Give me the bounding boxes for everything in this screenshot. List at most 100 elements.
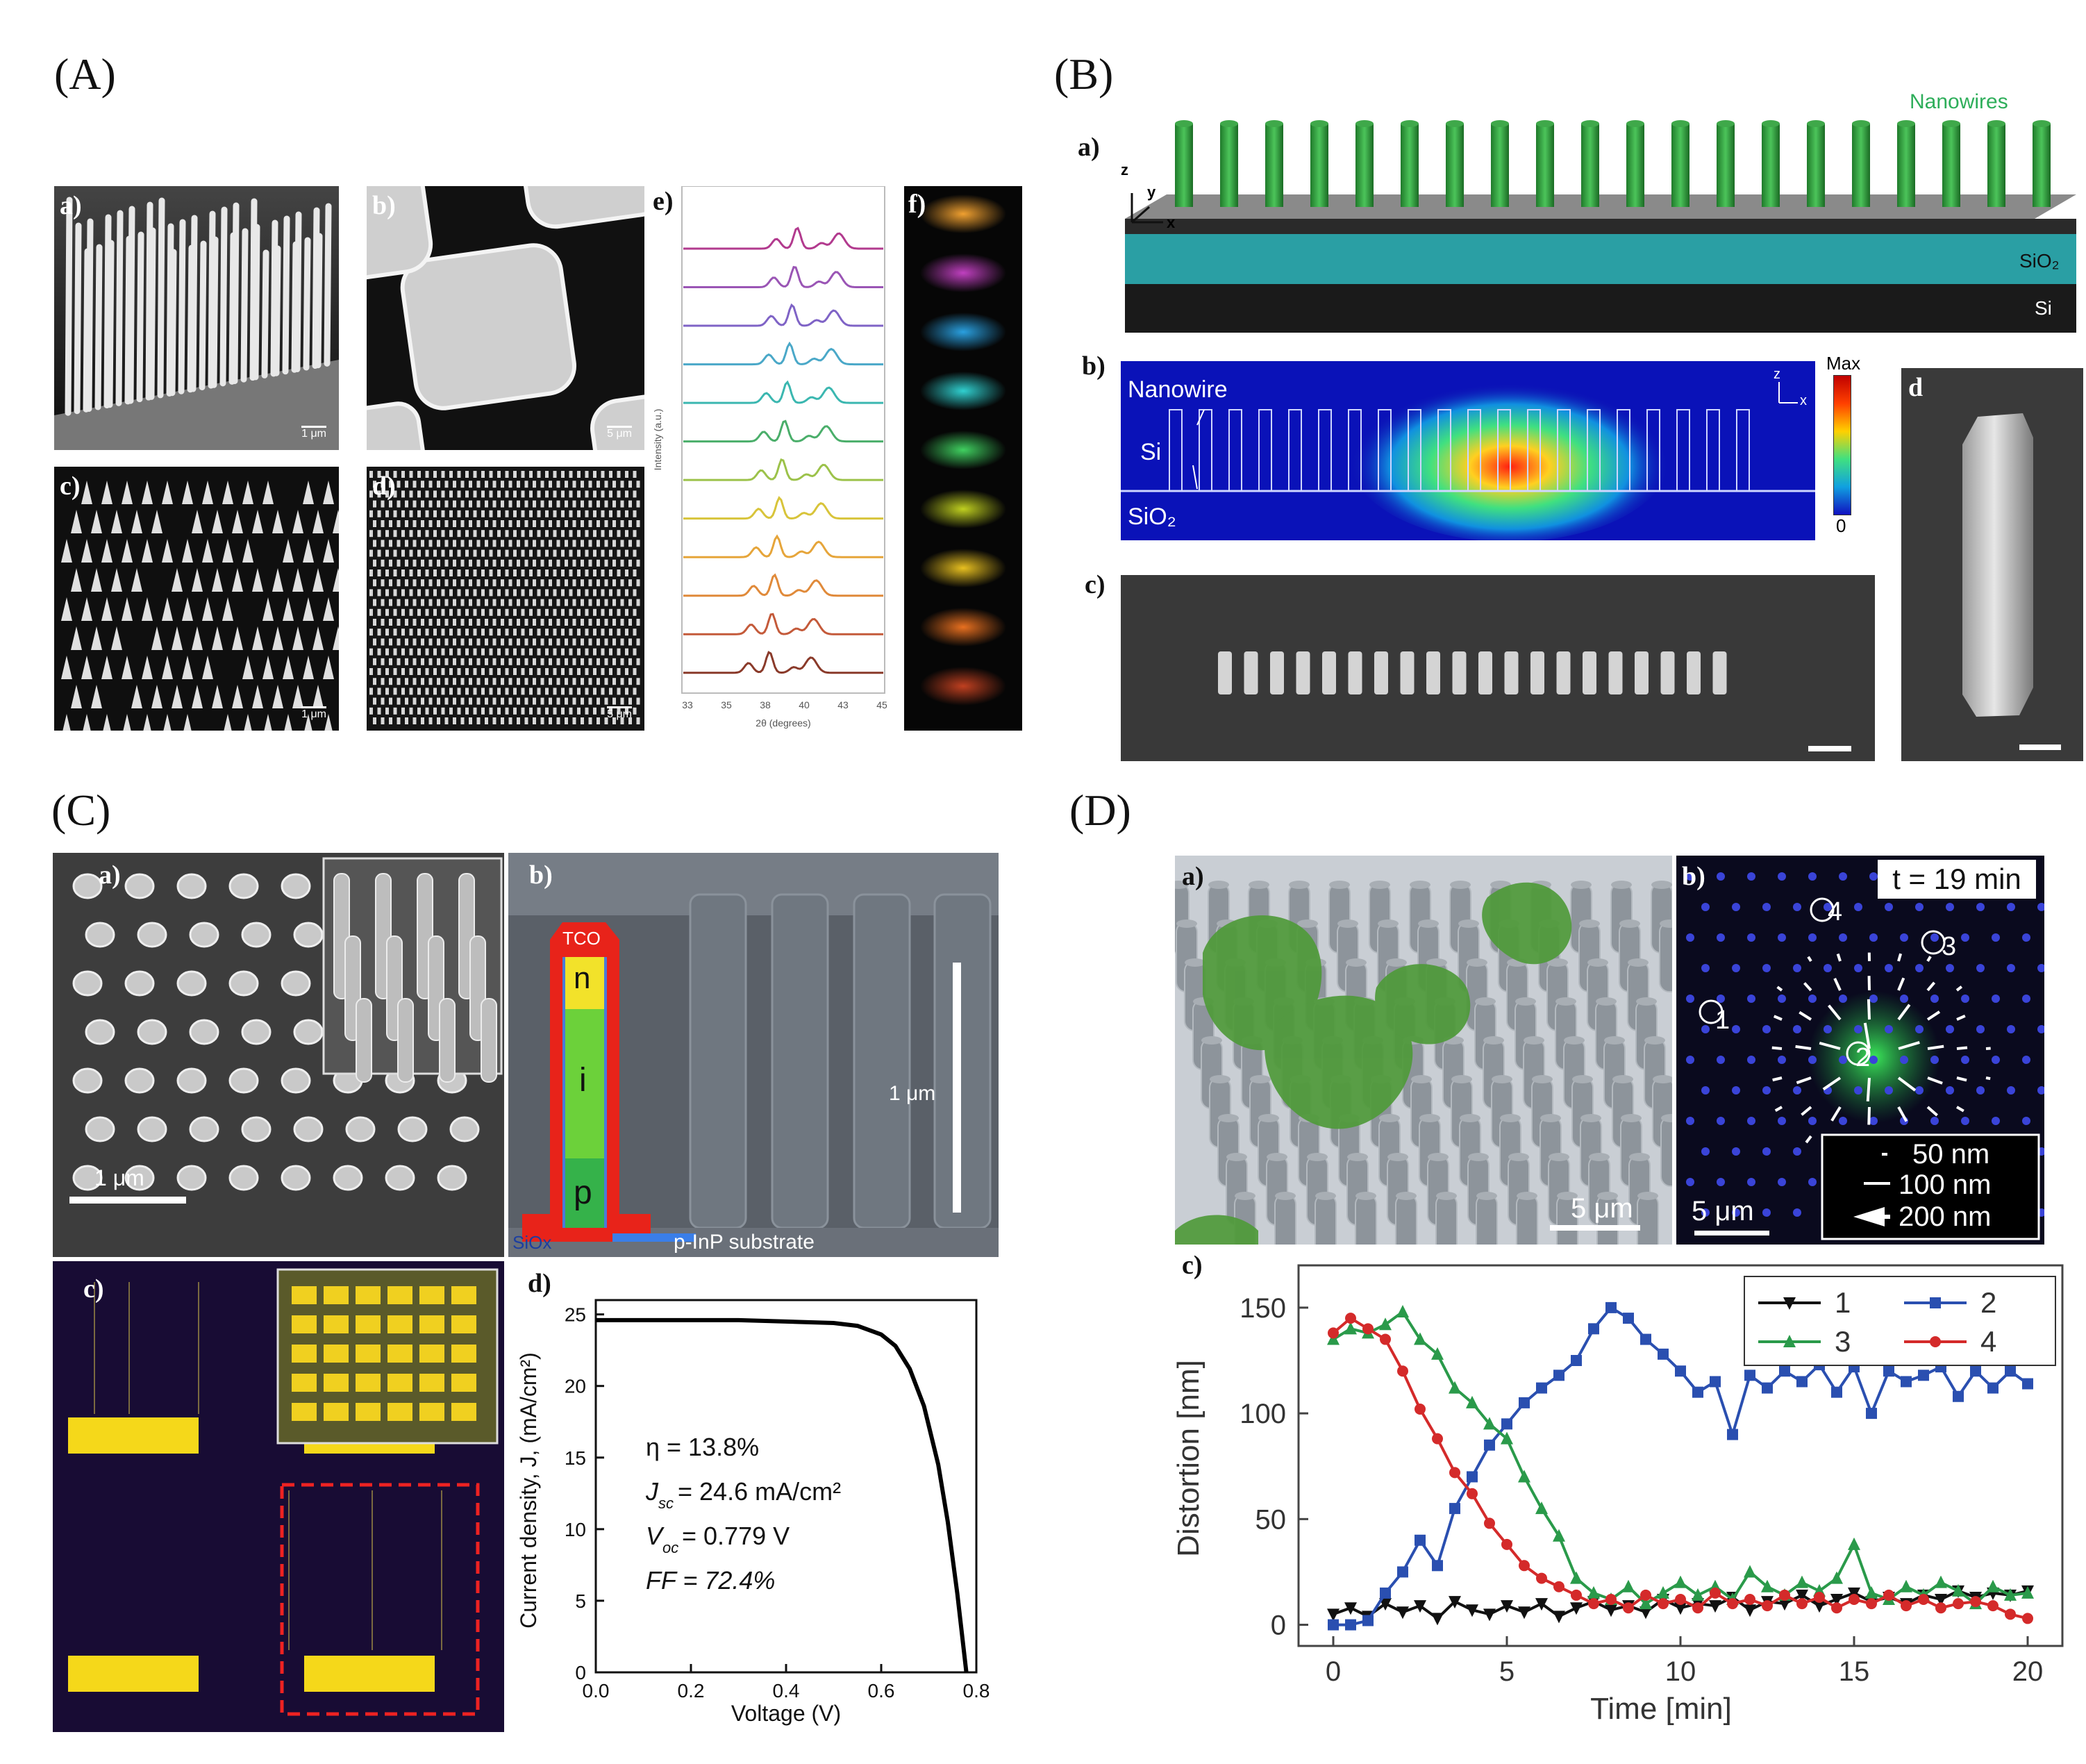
array-pillar <box>505 707 509 715</box>
pyramid <box>222 597 233 621</box>
data-point <box>1536 1382 1547 1394</box>
nanodot <box>189 1116 219 1142</box>
array-pillar <box>393 471 397 478</box>
inset-pillar <box>439 998 456 1083</box>
array-pillar <box>465 589 469 597</box>
array-pillar <box>389 481 392 488</box>
array-pillar <box>569 549 573 557</box>
data-point <box>1571 1355 1582 1366</box>
device-cell <box>292 1403 317 1421</box>
array-pillar <box>577 549 581 557</box>
array-pillar <box>549 559 552 567</box>
nanowire-3d <box>1897 124 1915 207</box>
device-photo-svg <box>53 1261 504 1732</box>
field-pillar <box>1646 409 1660 492</box>
data-point <box>1830 1571 1843 1584</box>
array-pillar <box>453 638 456 646</box>
array-pillar <box>449 471 453 478</box>
pillar-top <box>1458 920 1479 928</box>
array-pillar <box>609 530 612 538</box>
array-pillar <box>612 559 616 567</box>
array-pillar <box>524 697 528 705</box>
data-point <box>1640 1589 1651 1601</box>
array-pillar <box>517 599 520 606</box>
array-pillar <box>460 599 465 606</box>
data-point <box>1327 1608 1340 1622</box>
jv-voc-sub: oc <box>662 1539 678 1556</box>
pyramid <box>122 481 133 504</box>
array-pillar <box>540 540 544 547</box>
data-point <box>1623 1313 1634 1324</box>
array-pillar <box>561 510 565 517</box>
jv-curve <box>596 1317 969 1673</box>
nanowire <box>127 206 135 404</box>
nanowire-top <box>1310 120 1328 127</box>
array-pillar <box>625 707 628 715</box>
array-pillar <box>636 481 640 488</box>
pyramid <box>252 510 263 533</box>
array-pillar <box>373 678 376 685</box>
siox-label: SiOx <box>512 1232 552 1253</box>
pillar-top <box>1500 1114 1521 1122</box>
pyramid <box>303 597 314 621</box>
field-pillar <box>1199 409 1212 492</box>
array-pillar <box>473 490 477 498</box>
array-pillar <box>421 619 424 626</box>
array-pillar <box>389 697 392 705</box>
array-pillar <box>397 520 401 527</box>
array-pillar <box>593 471 596 478</box>
array-pillar <box>425 490 429 498</box>
device-cell <box>451 1286 476 1304</box>
array-pillar <box>377 569 381 576</box>
displacement-arrow <box>1776 985 1783 992</box>
nanowire-top <box>2033 120 2051 127</box>
data-point <box>1345 1313 1356 1324</box>
array-pillar <box>588 697 592 705</box>
array-pillar <box>417 510 421 517</box>
nanowire-top <box>1897 120 1915 127</box>
array-pillar <box>433 688 437 695</box>
array-pillar <box>636 717 640 724</box>
array-pillar <box>373 697 376 705</box>
pillar-top <box>1644 1036 1665 1045</box>
nanodot <box>449 1116 480 1142</box>
lattice-dot <box>1930 995 1939 1003</box>
nanowire-top <box>1987 120 2005 127</box>
nanowire-top <box>1717 120 1735 127</box>
array-pillar <box>601 569 605 576</box>
pyramid <box>162 481 173 504</box>
field-pillar <box>1557 409 1571 492</box>
pyramid <box>122 656 133 679</box>
array-pillar <box>572 717 576 724</box>
array-pillar <box>556 579 560 587</box>
data-point <box>1901 1376 1912 1388</box>
array-pillar <box>617 608 621 616</box>
nanodot <box>72 970 103 997</box>
displacement-svg <box>1676 856 2046 1245</box>
array-pillar <box>492 599 497 606</box>
array-pillar <box>369 648 373 656</box>
pyramid <box>151 510 162 533</box>
data-point <box>1639 1606 1652 1620</box>
data-point <box>1640 1333 1651 1345</box>
array-pillar <box>497 707 501 715</box>
array-pillar <box>385 530 389 538</box>
array-pillar <box>556 619 560 626</box>
sem-pillar <box>1218 651 1232 694</box>
lattice-dot <box>1961 1056 1969 1064</box>
array-pillar <box>489 510 493 517</box>
nanowire <box>115 210 124 406</box>
array-pillar <box>513 569 517 576</box>
array-pillar <box>412 520 417 527</box>
pillar-top <box>1450 881 1471 889</box>
array-pillar <box>444 579 449 587</box>
array-pillar <box>569 589 573 597</box>
lattice-dot <box>1869 1056 1878 1064</box>
array-pillar <box>617 668 621 675</box>
pillar-top <box>1589 1153 1610 1161</box>
array-pillar <box>409 668 413 675</box>
array-pillar <box>521 569 525 576</box>
array-pillar <box>508 678 512 685</box>
array-pillar <box>421 678 424 685</box>
nanowire <box>324 203 332 367</box>
